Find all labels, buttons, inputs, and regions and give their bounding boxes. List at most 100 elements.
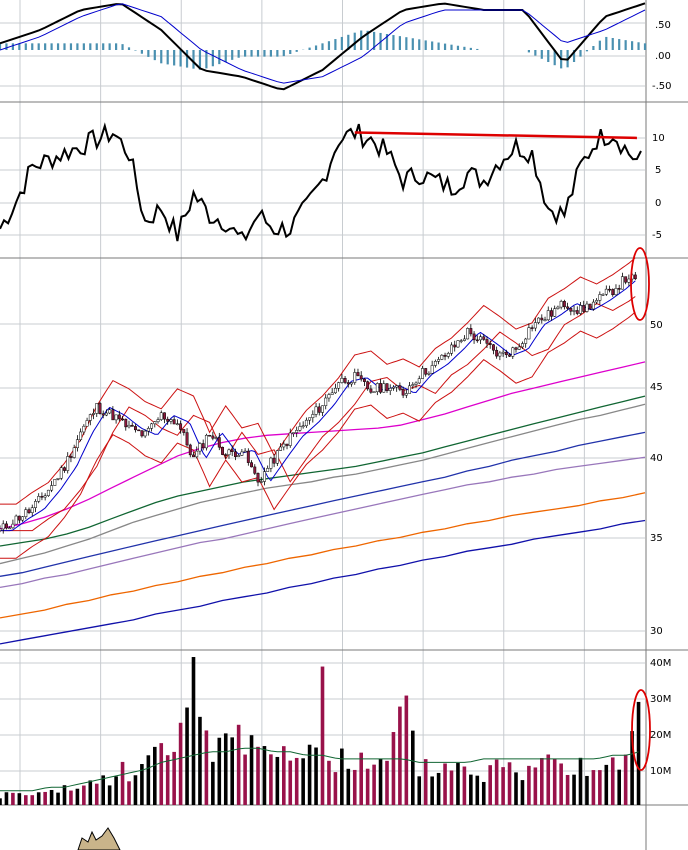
volume-bar <box>62 785 67 805</box>
volume-bar <box>475 775 480 805</box>
volume-bar <box>127 781 131 805</box>
candle-body <box>472 333 476 341</box>
candle-body <box>266 468 270 472</box>
volume-bar <box>75 788 80 805</box>
osc2-tick-label: 0 <box>655 198 661 209</box>
volume-bar <box>159 743 164 805</box>
candle-body <box>137 429 141 432</box>
volume-bar <box>610 757 615 805</box>
volume-bar <box>391 732 396 805</box>
volume-bar <box>636 701 641 805</box>
moving-average-line <box>0 395 646 547</box>
osc1-tick-label: -.50 <box>652 81 672 92</box>
candle-body <box>346 382 350 385</box>
moving-average-line <box>0 361 646 530</box>
candle-body <box>398 385 402 390</box>
candle-body <box>221 446 224 455</box>
candle-body <box>440 354 444 360</box>
candle-body <box>17 515 21 521</box>
volume-bar <box>359 752 363 805</box>
candle-body <box>611 289 615 296</box>
volume-bar <box>314 747 318 805</box>
candle-body <box>550 310 553 317</box>
candle-body <box>285 443 289 446</box>
price-tick-label: 35 <box>650 533 663 544</box>
candle-body <box>304 419 308 427</box>
volume-bar <box>443 763 447 805</box>
candle-body <box>240 451 244 456</box>
volume-bar <box>546 754 551 805</box>
short-average-line <box>0 280 636 532</box>
candle-body <box>572 310 576 312</box>
candle-body <box>150 423 154 429</box>
volume-bar <box>275 756 280 805</box>
oscillator-series-line <box>0 2 646 91</box>
candle-body <box>0 528 2 531</box>
candle-body <box>350 382 353 385</box>
volume-average-line <box>0 747 639 792</box>
candle-body <box>530 327 534 329</box>
candle-body <box>604 288 608 295</box>
candle-body <box>5 523 8 529</box>
volume-panel <box>0 657 651 805</box>
candle-body <box>491 344 495 351</box>
candle-body <box>537 317 541 323</box>
candle-body <box>337 382 341 389</box>
candle-body <box>72 447 76 458</box>
volume-bar <box>301 758 305 805</box>
osc2-tick-label: 10 <box>652 133 665 144</box>
candle-body <box>459 340 463 342</box>
volume-bar <box>178 722 183 805</box>
candle-body <box>475 339 479 342</box>
candle-body <box>392 386 395 389</box>
candle-body <box>421 368 424 379</box>
volume-bar <box>0 798 2 805</box>
candle-body <box>34 501 37 508</box>
candle-body <box>333 387 337 394</box>
candle-body <box>579 305 582 314</box>
volume-tick-label: 30M <box>650 694 671 705</box>
volume-bar <box>565 774 570 805</box>
volume-tick-label: 20M <box>650 730 671 741</box>
candle-body <box>37 496 41 502</box>
candle-body <box>582 305 586 312</box>
moving-average-line <box>0 456 646 589</box>
volume-bar <box>294 757 299 805</box>
volume-bar <box>198 716 202 805</box>
candle-body <box>433 361 437 366</box>
candle-body <box>88 414 92 421</box>
upper-band-line <box>0 257 636 505</box>
volume-bar <box>488 765 492 805</box>
candle-body <box>321 405 324 413</box>
candle-body <box>95 403 99 414</box>
candle-body <box>620 276 624 290</box>
volume-bar <box>107 785 112 805</box>
volume-bar <box>527 765 531 805</box>
candle-body <box>288 432 292 446</box>
candle-body <box>40 496 44 498</box>
candle-body <box>292 432 295 434</box>
candle-body <box>11 523 15 529</box>
candle-body <box>272 457 276 464</box>
candle-body <box>546 310 550 321</box>
resistance-trendline <box>354 131 637 140</box>
price-tick-label: 50 <box>650 320 663 331</box>
candle-body <box>75 439 79 449</box>
volume-bar <box>230 737 234 805</box>
candle-body <box>204 434 208 449</box>
volume-bar <box>94 783 99 805</box>
candle-body <box>450 344 453 354</box>
volume-bar <box>223 733 228 805</box>
candle-body <box>527 327 531 340</box>
candle-body <box>498 352 502 357</box>
candle-body <box>427 373 431 375</box>
candle-body <box>482 336 486 340</box>
candle-body <box>169 419 173 422</box>
candle-body <box>282 443 286 448</box>
candle-body <box>372 391 376 394</box>
volume-highlight-ellipse <box>631 689 651 771</box>
candle-body <box>608 288 611 291</box>
volume-bar <box>191 657 196 805</box>
volume-bar <box>288 760 293 805</box>
volume-bar <box>617 769 621 805</box>
